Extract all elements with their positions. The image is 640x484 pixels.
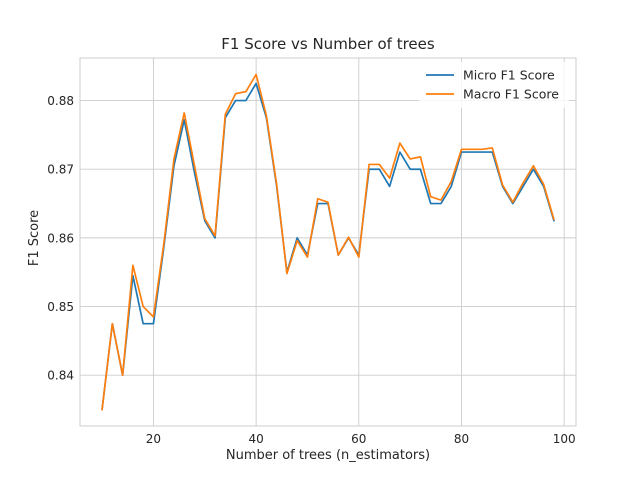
legend-entry-micro-f1: Micro F1 Score bbox=[463, 68, 555, 83]
x-tick-label: 100 bbox=[553, 432, 576, 446]
legend: Micro F1 Score Macro F1 Score bbox=[419, 62, 569, 108]
y-axis-label: F1 Score bbox=[27, 210, 42, 266]
y-tick-label: 0.86 bbox=[47, 231, 74, 245]
y-tick-label: 0.87 bbox=[47, 163, 74, 177]
series-lines bbox=[101, 73, 555, 411]
y-tick-label: 0.88 bbox=[47, 94, 74, 108]
plot-background bbox=[80, 58, 576, 426]
x-axis-label: Number of trees (n_estimators) bbox=[226, 448, 430, 463]
plot-area bbox=[79, 57, 577, 427]
x-tick-label: 20 bbox=[146, 432, 161, 446]
x-tick-label: 80 bbox=[454, 432, 469, 446]
legend-entry-macro-f1: Macro F1 Score bbox=[463, 87, 559, 102]
x-tick-label: 40 bbox=[248, 432, 263, 446]
y-tick-label: 0.84 bbox=[47, 369, 74, 383]
plot-frame bbox=[79, 57, 577, 427]
series-line-macro-f1 bbox=[101, 73, 555, 411]
x-axis-ticks: 20 40 60 80 100 bbox=[146, 432, 576, 446]
x-tick-label: 60 bbox=[351, 432, 366, 446]
chart-title: F1 Score vs Number of trees bbox=[221, 35, 435, 53]
legend-box bbox=[419, 62, 569, 108]
y-tick-label: 0.85 bbox=[47, 300, 74, 314]
y-axis-ticks: 0.84 0.85 0.86 0.87 0.88 bbox=[47, 94, 74, 383]
